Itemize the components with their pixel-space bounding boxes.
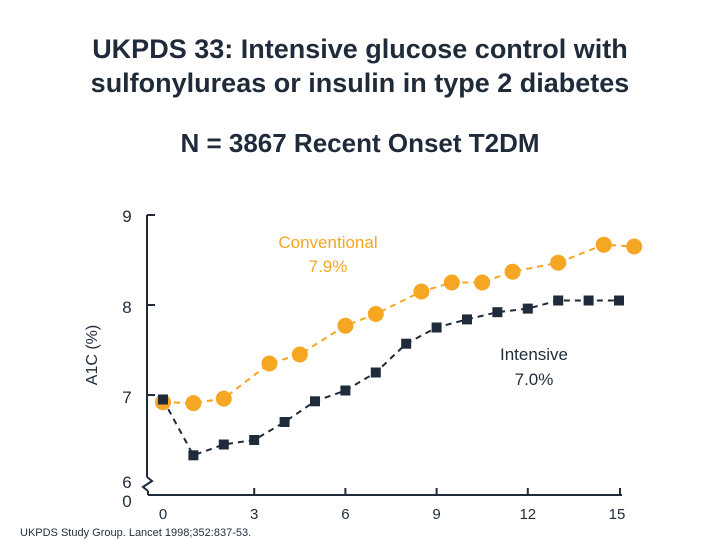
x-tick-label: 12 — [519, 506, 536, 523]
series-value-intensive: 7.0% — [515, 370, 554, 389]
series-line-intensive — [162, 299, 619, 457]
y-tick-label: 7 — [122, 388, 131, 407]
title-line-1: UKPDS 33: Intensive glucose control with — [92, 34, 628, 64]
data-point-intensive — [431, 322, 442, 333]
x-tick-label: 15 — [609, 506, 626, 523]
x-tick-label: 3 — [250, 506, 258, 523]
y-tick-label: 0 — [122, 492, 131, 511]
chart-subtitle: N = 3867 Recent Onset T2DM — [180, 128, 540, 158]
data-point-intensive — [492, 307, 503, 318]
x-tick-label: 6 — [341, 506, 349, 523]
data-point-conventional — [367, 306, 384, 322]
x-tick-label: 0 — [159, 506, 167, 523]
series-markers — [155, 236, 643, 461]
chart-title: UKPDS 33: Intensive glucose control with… — [20, 32, 700, 100]
data-point-intensive — [310, 396, 320, 407]
title-line-2: sulfonylureas or insulin in type 2 diabe… — [90, 68, 630, 98]
series-label-conventional: Conventional — [278, 233, 377, 252]
data-point-intensive — [583, 295, 594, 306]
data-point-intensive — [218, 439, 229, 450]
data-point-conventional — [261, 355, 278, 372]
chart-labels: Conventional 7.9% Intensive 7.0% — [278, 233, 568, 389]
data-point-conventional — [626, 238, 643, 255]
data-point-conventional — [185, 395, 202, 412]
data-point-intensive — [249, 435, 260, 445]
citation: UKPDS Study Group. Lancet 1998;352:837-5… — [20, 527, 252, 539]
data-point-conventional — [595, 236, 612, 253]
data-point-conventional — [504, 263, 521, 280]
data-point-conventional — [550, 254, 567, 271]
data-point-conventional — [474, 274, 491, 291]
y-tick-label: 8 — [122, 298, 131, 317]
data-point-conventional — [291, 346, 308, 363]
data-point-intensive — [522, 303, 533, 314]
data-point-intensive — [158, 394, 168, 405]
data-point-intensive — [401, 338, 412, 349]
data-point-intensive — [553, 295, 564, 306]
data-point-intensive — [188, 450, 199, 461]
x-tick-label: 9 — [432, 506, 440, 523]
series-label-intensive: Intensive — [500, 345, 568, 364]
data-point-intensive — [370, 367, 381, 378]
y-tick-label: 6 — [122, 473, 131, 492]
data-point-conventional — [413, 283, 430, 300]
data-point-intensive — [614, 295, 624, 306]
y-tick-label: 9 — [122, 207, 131, 226]
y-axis-label: A1C (%) — [84, 325, 101, 385]
data-point-conventional — [443, 274, 460, 291]
data-point-conventional — [337, 317, 354, 334]
series-value-conventional: 7.9% — [309, 257, 348, 276]
data-point-intensive — [462, 314, 472, 325]
data-point-intensive — [279, 417, 290, 427]
data-point-intensive — [340, 385, 351, 396]
y-axis-break-mark — [141, 476, 154, 492]
data-point-conventional — [215, 390, 232, 407]
